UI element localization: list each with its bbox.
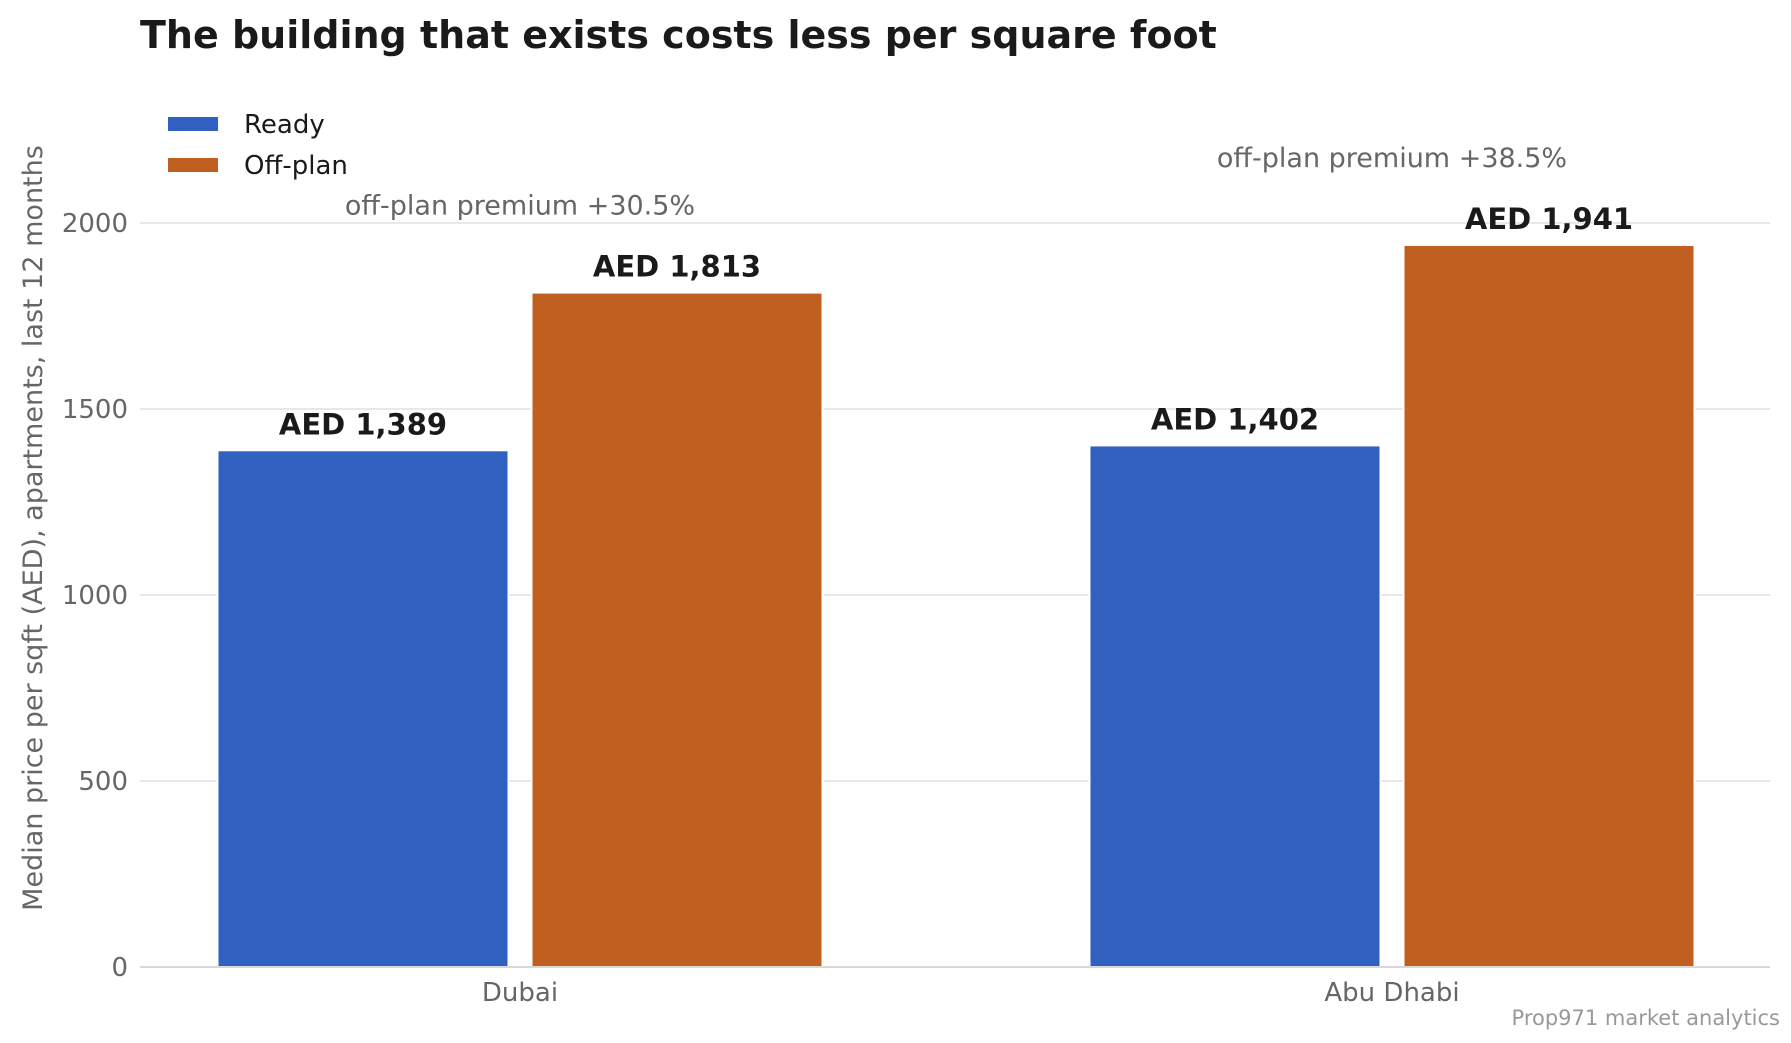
legend: Ready Off-plan	[168, 110, 348, 181]
bar-ready	[216, 449, 510, 968]
bar-off-plan	[1402, 243, 1696, 968]
bar-value-label: AED 1,389	[279, 407, 447, 441]
y-tick-label: 0	[111, 953, 128, 983]
chart-title: The building that exists costs less per …	[140, 13, 1217, 57]
annotations: off-plan premium +30.5% off-plan premium …	[345, 143, 1567, 222]
x-tick-label: Abu Dhabi	[1324, 978, 1459, 1008]
x-axis-ticks: Dubai Abu Dhabi	[482, 978, 1460, 1008]
bar-ready	[1088, 444, 1382, 968]
source-note: Prop971 market analytics	[1512, 1006, 1780, 1030]
y-axis-ticks: 0 500 1000 1500 2000	[62, 209, 128, 983]
bar-value-label: AED 1,402	[1151, 402, 1319, 436]
y-tick-label: 1000	[62, 581, 128, 611]
y-axis-label: Median price per sqft (AED), apartments,…	[18, 145, 49, 911]
y-tick-label: 500	[78, 767, 128, 797]
legend-swatch	[168, 158, 218, 172]
bar-value-label: AED 1,941	[1465, 202, 1633, 236]
bars	[216, 243, 1696, 968]
bar-value-label: AED 1,813	[593, 250, 761, 284]
legend-label: Off-plan	[244, 151, 348, 181]
y-tick-label: 1500	[62, 395, 128, 425]
premium-annotation: off-plan premium +38.5%	[1217, 143, 1567, 174]
value-labels: AED 1,389 AED 1,813 AED 1,402 AED 1,941	[279, 202, 1633, 441]
legend-swatch	[168, 117, 218, 131]
premium-annotation: off-plan premium +30.5%	[345, 191, 695, 222]
y-tick-label: 2000	[62, 209, 128, 239]
x-tick-label: Dubai	[482, 978, 558, 1008]
legend-label: Ready	[244, 110, 325, 140]
bar-off-plan	[530, 291, 824, 968]
